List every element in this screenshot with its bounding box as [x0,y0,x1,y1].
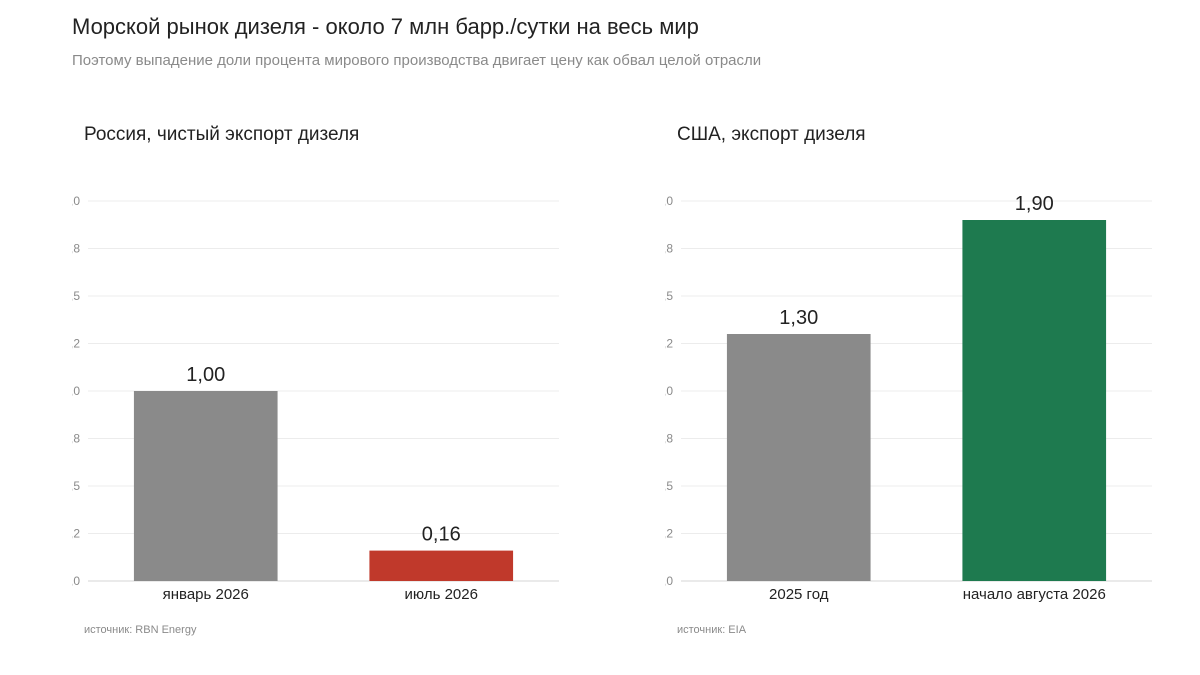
chart-subtitle: Поэтому выпадение доли процента мирового… [72,52,762,69]
bar-value-label: 1,90 [1015,193,1054,215]
russia-chart-panel: 0,00,20,50,81,01,21,51,82,0млн баррелей … [72,110,632,650]
panel-title-russia: Россия, чистый экспорт дизеля [84,124,360,145]
y-tick-label: 0,5 [665,479,673,493]
y-tick-label: 1,0 [72,384,80,398]
y-tick-label: 0,0 [72,574,80,588]
y-tick-label: 1,8 [72,242,80,256]
panel-title-usa: США, экспорт дизеля [677,124,866,145]
x-category-label: июль 2026 [405,586,478,603]
y-tick-label: 2,0 [665,194,673,208]
y-tick-label: 0,5 [72,479,80,493]
bar-russia-0 [133,391,278,581]
usa-chart-panel: 0,00,20,50,81,01,21,51,82,0млн баррелей … [665,110,1200,650]
x-category-label: 2025 год [769,586,829,603]
y-tick-label: 2,0 [72,194,80,208]
bar-value-label: 1,00 [186,364,225,386]
y-tick-label: 1,5 [665,289,673,303]
bar-russia-1 [369,550,514,581]
source-note-russia: источник: RBN Energy [84,624,197,636]
y-tick-label: 0,2 [665,527,673,541]
y-tick-label: 0,0 [665,574,673,588]
x-category-label: начало августа 2026 [963,586,1106,603]
bar-usa-1 [962,220,1107,581]
y-tick-label: 0,8 [665,432,673,446]
y-tick-label: 1,2 [665,337,673,351]
bar-usa-0 [726,334,871,581]
y-tick-label: 1,2 [72,337,80,351]
russia-bar-chart: 0,00,20,50,81,01,21,51,82,0млн баррелей … [72,194,559,603]
y-tick-label: 1,8 [665,242,673,256]
x-category-label: январь 2026 [163,586,249,603]
chart-title: Морской рынок дизеля - около 7 млн барр.… [72,14,699,39]
bar-value-label: 0,16 [422,524,461,546]
usa-bar-chart: 0,00,20,50,81,01,21,51,82,0млн баррелей … [665,193,1152,603]
y-tick-label: 0,2 [72,527,80,541]
y-tick-label: 1,5 [72,289,80,303]
source-note-usa: источник: EIA [677,624,747,636]
bar-value-label: 1,30 [779,307,818,329]
y-tick-label: 1,0 [665,384,673,398]
y-tick-label: 0,8 [72,432,80,446]
